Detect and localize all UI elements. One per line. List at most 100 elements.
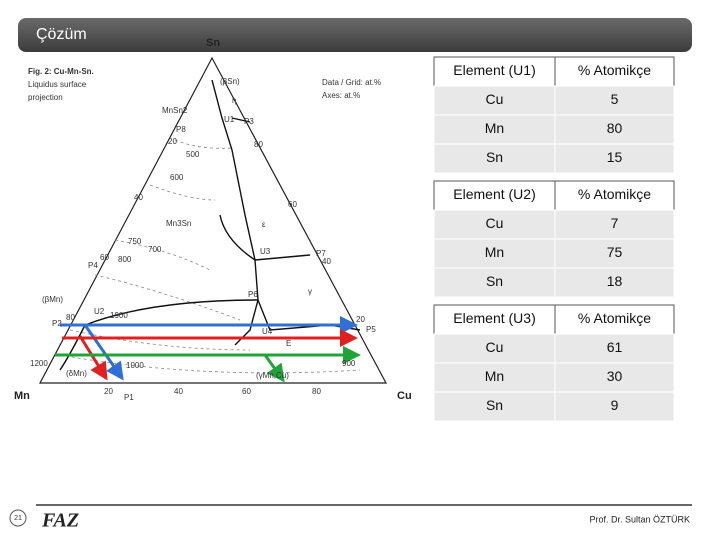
header-cell bbox=[433, 56, 556, 87]
phase-label: U3 bbox=[260, 247, 271, 256]
phase-label: 600 bbox=[170, 173, 184, 182]
tick-label: 60 bbox=[242, 387, 251, 396]
phase-label: P5 bbox=[366, 325, 376, 334]
phase-label: 700 bbox=[148, 245, 162, 254]
phase-label: 1900 bbox=[110, 311, 128, 320]
phase-label: 750 bbox=[128, 237, 142, 246]
cell bbox=[554, 267, 675, 298]
phase-label: 900 bbox=[342, 359, 356, 368]
cell-text: 9 bbox=[611, 397, 619, 413]
cell-text: Mn bbox=[485, 244, 504, 260]
phase-label: (βMn) bbox=[42, 295, 63, 304]
header-text: % Atomikçe bbox=[578, 62, 651, 78]
page-number: 21 bbox=[14, 515, 22, 522]
tick-label: 60 bbox=[288, 200, 297, 209]
phase-label: (γMn,Cu) bbox=[256, 371, 289, 380]
cell bbox=[554, 143, 675, 174]
cell-text: 30 bbox=[607, 368, 623, 384]
triangle bbox=[39, 56, 388, 384]
phase-label: P7 bbox=[316, 249, 326, 258]
tick-label: 40 bbox=[322, 257, 331, 266]
header-text: Element (U2) bbox=[453, 186, 535, 202]
cell bbox=[433, 85, 556, 116]
phase-label: P8 bbox=[176, 125, 186, 134]
phase-label: P4 bbox=[88, 261, 98, 270]
phase-label: P2 bbox=[52, 319, 62, 328]
ternary-diagram: Fig. 2: Cu-Mn-Sn. Liquidus surface proje… bbox=[14, 37, 412, 402]
header-text: % Atomikçe bbox=[578, 310, 651, 326]
diagram-title: Fig. 2: Cu-Mn-Sn. bbox=[28, 67, 94, 76]
cell bbox=[554, 391, 675, 422]
tick-label: 40 bbox=[174, 387, 183, 396]
cell-text: 5 bbox=[611, 91, 619, 107]
cell-text: 15 bbox=[607, 149, 623, 165]
author: Prof. Dr. Sultan ÖZTÜRK bbox=[589, 514, 690, 524]
tick-label: 20 bbox=[104, 387, 113, 396]
phase-label: U1 bbox=[224, 115, 235, 124]
phase-label: P6 bbox=[248, 290, 258, 299]
cell bbox=[433, 143, 556, 174]
cell-text: Cu bbox=[486, 215, 504, 231]
cell-text: 75 bbox=[607, 244, 623, 260]
cell-text: Cu bbox=[486, 339, 504, 355]
page-badge bbox=[9, 509, 27, 527]
tick-label: 40 bbox=[134, 193, 143, 202]
tick-label: 80 bbox=[66, 313, 75, 322]
cell-text: 61 bbox=[607, 339, 623, 355]
cell bbox=[554, 209, 675, 240]
header-bar bbox=[18, 18, 692, 52]
cell bbox=[554, 85, 675, 116]
cell-text: Mn bbox=[485, 368, 504, 384]
phase-label: 500 bbox=[186, 150, 200, 159]
phase-label: 1000 bbox=[126, 361, 144, 370]
cell bbox=[433, 391, 556, 422]
arrow bbox=[83, 324, 124, 381]
cell-text: 18 bbox=[607, 273, 623, 289]
cell bbox=[554, 333, 675, 364]
phase-label: E bbox=[286, 339, 291, 348]
phase-label: 1200 bbox=[30, 359, 48, 368]
cell-text: Sn bbox=[486, 397, 503, 413]
tick-label: 60 bbox=[100, 253, 109, 262]
header-title: Çözüm bbox=[36, 26, 87, 43]
corner-label: Cu bbox=[397, 390, 412, 402]
cell bbox=[433, 209, 556, 240]
note: Axes: at.% bbox=[322, 91, 360, 100]
phase-label: MnSn2 bbox=[162, 106, 188, 115]
cell-text: Cu bbox=[486, 91, 504, 107]
header-text: % Atomikçe bbox=[578, 186, 651, 202]
phase-label: 800 bbox=[118, 255, 132, 264]
phase-label: U4 bbox=[262, 327, 273, 336]
phase-label: P1 bbox=[124, 393, 134, 402]
cell bbox=[554, 238, 675, 269]
univariant-lines bbox=[59, 79, 361, 371]
phase-label: η bbox=[232, 96, 236, 105]
cell-text: 7 bbox=[611, 215, 619, 231]
cell bbox=[433, 267, 556, 298]
tick-label: 20 bbox=[168, 137, 177, 146]
header-cell bbox=[554, 56, 675, 87]
header-text: Element (U3) bbox=[453, 310, 535, 326]
corner-label: Mn bbox=[14, 390, 30, 402]
cell bbox=[554, 114, 675, 145]
cell-text: Sn bbox=[486, 149, 503, 165]
diagram-subtitle: projection bbox=[28, 93, 63, 102]
phase-label: P3 bbox=[244, 117, 254, 126]
cell bbox=[554, 362, 675, 393]
header-cell bbox=[433, 180, 556, 211]
composition-tables: Element (U1) % Atomikçe Cu 5 Mn 80 Sn 15 Element… bbox=[433, 56, 675, 422]
note: Data / Grid: at.% bbox=[322, 78, 381, 87]
phase-label: (δMn) bbox=[66, 369, 87, 378]
header-text: Element (U1) bbox=[453, 62, 535, 78]
cell-text: 80 bbox=[607, 120, 623, 136]
logo: FAZ bbox=[41, 510, 79, 532]
arrow bbox=[263, 354, 285, 383]
diagram-subtitle: Liquidus surface bbox=[28, 80, 87, 89]
phase-label: Mn3Sn bbox=[166, 219, 191, 228]
tick-label: 80 bbox=[312, 387, 321, 396]
tick-label: 80 bbox=[254, 140, 263, 149]
cell bbox=[433, 333, 556, 364]
phase-label: U2 bbox=[94, 307, 105, 316]
arrow bbox=[78, 335, 108, 381]
phase-label: ε bbox=[262, 220, 266, 229]
